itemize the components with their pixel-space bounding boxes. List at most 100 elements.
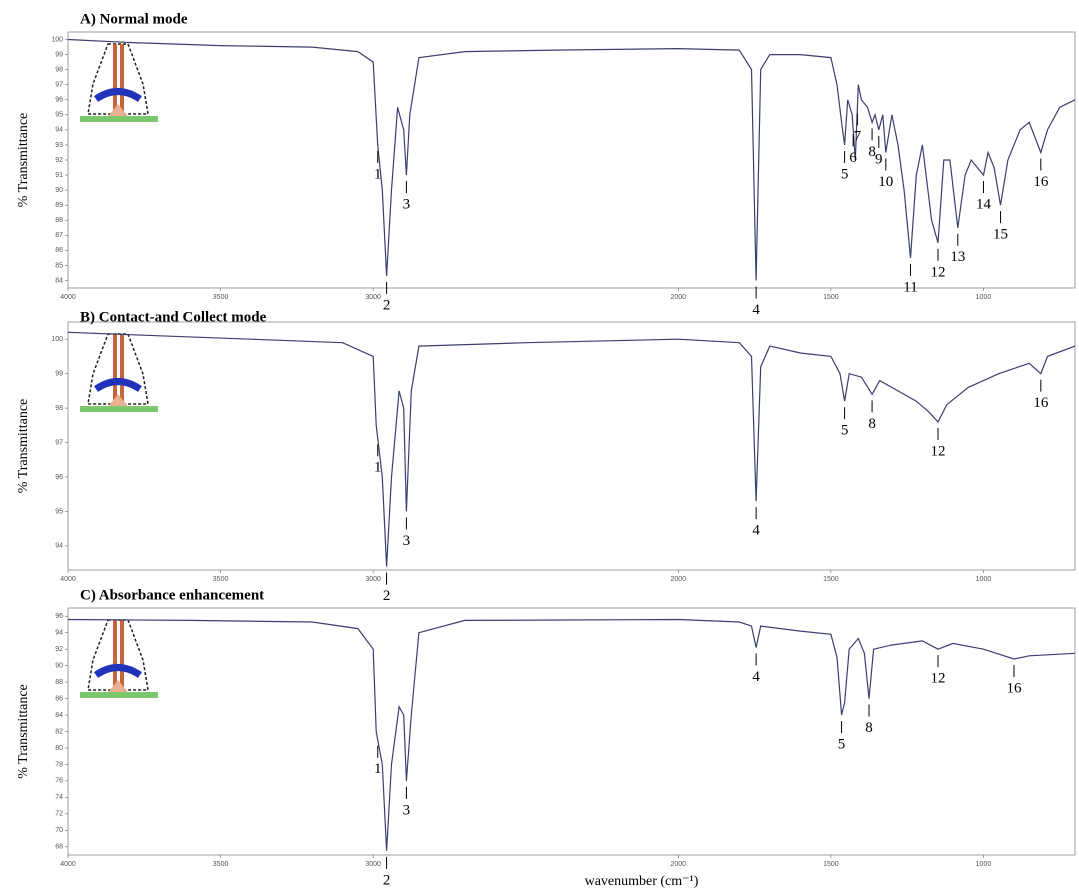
x-tick-label: 3000 [365, 294, 381, 301]
peak-label: 6 [849, 150, 857, 166]
y-axis-label: % Transmittance [16, 399, 31, 494]
x-tick-label: 4000 [60, 294, 76, 301]
peak-label: 12 [930, 264, 945, 280]
y-tick-label: 80 [55, 745, 63, 752]
x-tick-label: 2000 [671, 861, 687, 868]
y-tick-label: 88 [55, 217, 63, 224]
x-tick-label: 3500 [213, 294, 229, 301]
y-tick-label: 100 [51, 36, 63, 43]
instrument-inset [80, 334, 158, 412]
y-tick-label: 90 [55, 662, 63, 669]
peak-label: 2 [383, 872, 391, 888]
y-tick-label: 78 [55, 761, 63, 768]
y-tick-label: 93 [55, 142, 63, 149]
y-tick-label: 96 [55, 613, 63, 620]
y-tick-label: 94 [55, 630, 63, 637]
peak-label: 15 [993, 227, 1008, 243]
x-tick-label: 4000 [60, 576, 76, 583]
spectrum-line [67, 38, 1076, 281]
x-tick-label: 3500 [213, 576, 229, 583]
peak-label: 4 [752, 669, 760, 685]
peak-label: 1 [374, 460, 382, 476]
y-tick-label: 98 [55, 405, 63, 412]
peak-label: 3 [403, 802, 411, 818]
peak-label: 8 [868, 416, 876, 432]
x-tick-label: 1500 [823, 576, 839, 583]
y-tick-label: 88 [55, 679, 63, 686]
peak-label: 10 [878, 174, 893, 190]
peak-label: 8 [865, 720, 873, 736]
y-tick-label: 89 [55, 202, 63, 209]
y-tick-label: 100 [51, 336, 63, 343]
x-tick-label: 2000 [671, 576, 687, 583]
panel-title: B) Contact-and Collect mode [80, 309, 267, 325]
peak-label: 3 [403, 533, 411, 549]
peak-label: 4 [752, 302, 760, 318]
plot-frame [67, 607, 1076, 856]
peak-label: 16 [1033, 395, 1049, 411]
peak-label: 1 [374, 761, 382, 777]
y-tick-label: 96 [55, 97, 63, 104]
y-tick-label: 84 [55, 712, 63, 719]
y-tick-label: 84 [55, 277, 63, 284]
x-axis-label: wavenumber (cm⁻¹) [585, 874, 699, 889]
y-tick-label: 96 [55, 474, 63, 481]
y-axis-label: % Transmittance [16, 113, 31, 208]
peak-label: 12 [930, 443, 945, 459]
y-tick-label: 92 [55, 157, 63, 164]
y-tick-label: 97 [55, 439, 63, 446]
peak-label: 2 [383, 297, 391, 313]
x-tick-label: 3000 [365, 576, 381, 583]
peak-label: 13 [950, 249, 965, 265]
peak-label: 3 [403, 196, 411, 212]
spectrum-line [67, 618, 1076, 851]
x-tick-label: 4000 [60, 861, 76, 868]
y-tick-label: 94 [55, 127, 63, 134]
y-tick-label: 95 [55, 112, 63, 119]
x-tick-label: 1500 [823, 294, 839, 301]
y-tick-label: 86 [55, 695, 63, 702]
peak-label: 4 [752, 523, 760, 539]
peak-label: 5 [838, 736, 846, 752]
plot-frame [67, 321, 1076, 571]
y-tick-label: 86 [55, 247, 63, 254]
y-tick-label: 95 [55, 508, 63, 515]
y-tick-label: 85 [55, 262, 63, 269]
x-tick-label: 1000 [976, 861, 992, 868]
x-tick-label: 3000 [365, 861, 381, 868]
y-tick-label: 99 [55, 371, 63, 378]
y-tick-label: 87 [55, 232, 63, 239]
y-tick-label: 98 [55, 66, 63, 73]
y-tick-label: 94 [55, 543, 63, 550]
y-tick-label: 72 [55, 811, 63, 818]
y-tick-label: 74 [55, 794, 63, 801]
instrument-inset [80, 44, 158, 122]
peak-label: 11 [903, 279, 917, 295]
y-tick-label: 91 [55, 172, 63, 179]
y-tick-label: 82 [55, 728, 63, 735]
peak-label: 5 [841, 166, 849, 182]
x-tick-label: 2000 [671, 294, 687, 301]
peak-label: 14 [976, 196, 992, 212]
x-tick-label: 3500 [213, 861, 229, 868]
peak-label: 5 [841, 423, 849, 439]
panel-title: C) Absorbance enhancement [80, 587, 264, 603]
panel-title: A) Normal mode [80, 11, 188, 27]
peak-label: 7 [854, 129, 862, 145]
peak-label: 12 [930, 671, 945, 687]
y-tick-label: 92 [55, 646, 63, 653]
x-tick-label: 1000 [976, 294, 992, 301]
peak-label: 8 [868, 144, 876, 160]
spectrum-line [67, 331, 1076, 567]
peak-label: 2 [383, 588, 391, 604]
instrument-inset [80, 620, 158, 698]
x-tick-label: 1500 [823, 861, 839, 868]
y-tick-label: 70 [55, 827, 63, 834]
peak-label: 16 [1033, 174, 1049, 190]
y-tick-label: 90 [55, 187, 63, 194]
peak-label: 1 [374, 166, 382, 182]
x-tick-label: 1000 [976, 576, 992, 583]
y-tick-label: 97 [55, 82, 63, 89]
y-tick-label: 68 [55, 844, 63, 851]
